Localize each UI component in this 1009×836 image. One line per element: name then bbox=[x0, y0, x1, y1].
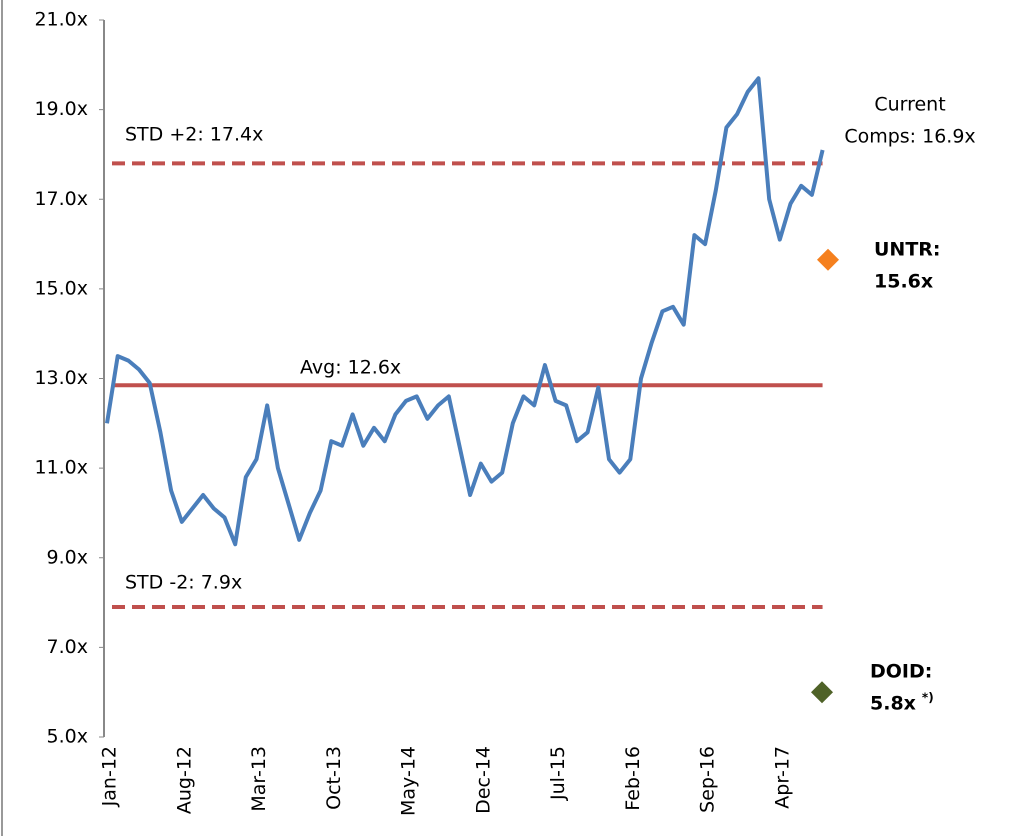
y-tick-label: 11.0x bbox=[34, 457, 88, 479]
x-tick-label: Sep-16 bbox=[697, 746, 719, 813]
point-label: 5.8x bbox=[870, 693, 916, 715]
x-tick-label: Oct-13 bbox=[323, 746, 345, 810]
y-tick-label: 7.0x bbox=[47, 636, 88, 658]
data-line bbox=[105, 76, 825, 547]
point-label: 15.6x bbox=[874, 271, 933, 293]
y-tick-label: 5.0x bbox=[47, 726, 88, 748]
x-tick-label: Mar-13 bbox=[248, 746, 270, 812]
reference-label: STD -2: 7.9x bbox=[125, 572, 242, 594]
y-tick-label: 13.0x bbox=[34, 367, 88, 389]
point-label: DOID: bbox=[870, 661, 932, 683]
reference-label: STD +2: 17.4x bbox=[125, 124, 263, 146]
x-tick-label: Dec-14 bbox=[472, 746, 494, 814]
y-tick-label: 17.0x bbox=[34, 188, 88, 210]
point-marker bbox=[817, 248, 839, 271]
x-tick-label: Jul-15 bbox=[547, 746, 569, 801]
current-label: Current bbox=[874, 94, 945, 116]
reference-label: Avg: 12.6x bbox=[300, 357, 401, 379]
point-note: *) bbox=[922, 691, 934, 705]
x-tick-label: Apr-17 bbox=[771, 746, 793, 809]
x-tick-label: May-14 bbox=[398, 746, 420, 816]
y-tick-label: 21.0x bbox=[34, 9, 88, 31]
y-tick-label: 19.0x bbox=[34, 98, 88, 120]
y-tick-label: 15.0x bbox=[34, 277, 88, 299]
x-tick-label: Feb-16 bbox=[622, 746, 644, 811]
current-label: Comps: 16.9x bbox=[844, 126, 975, 148]
point-marker bbox=[811, 681, 833, 704]
y-tick-label: 9.0x bbox=[47, 546, 88, 568]
x-tick-label: Jan-12 bbox=[99, 746, 121, 807]
x-tick-label: Aug-12 bbox=[173, 746, 195, 814]
point-label: UNTR: bbox=[874, 239, 941, 261]
